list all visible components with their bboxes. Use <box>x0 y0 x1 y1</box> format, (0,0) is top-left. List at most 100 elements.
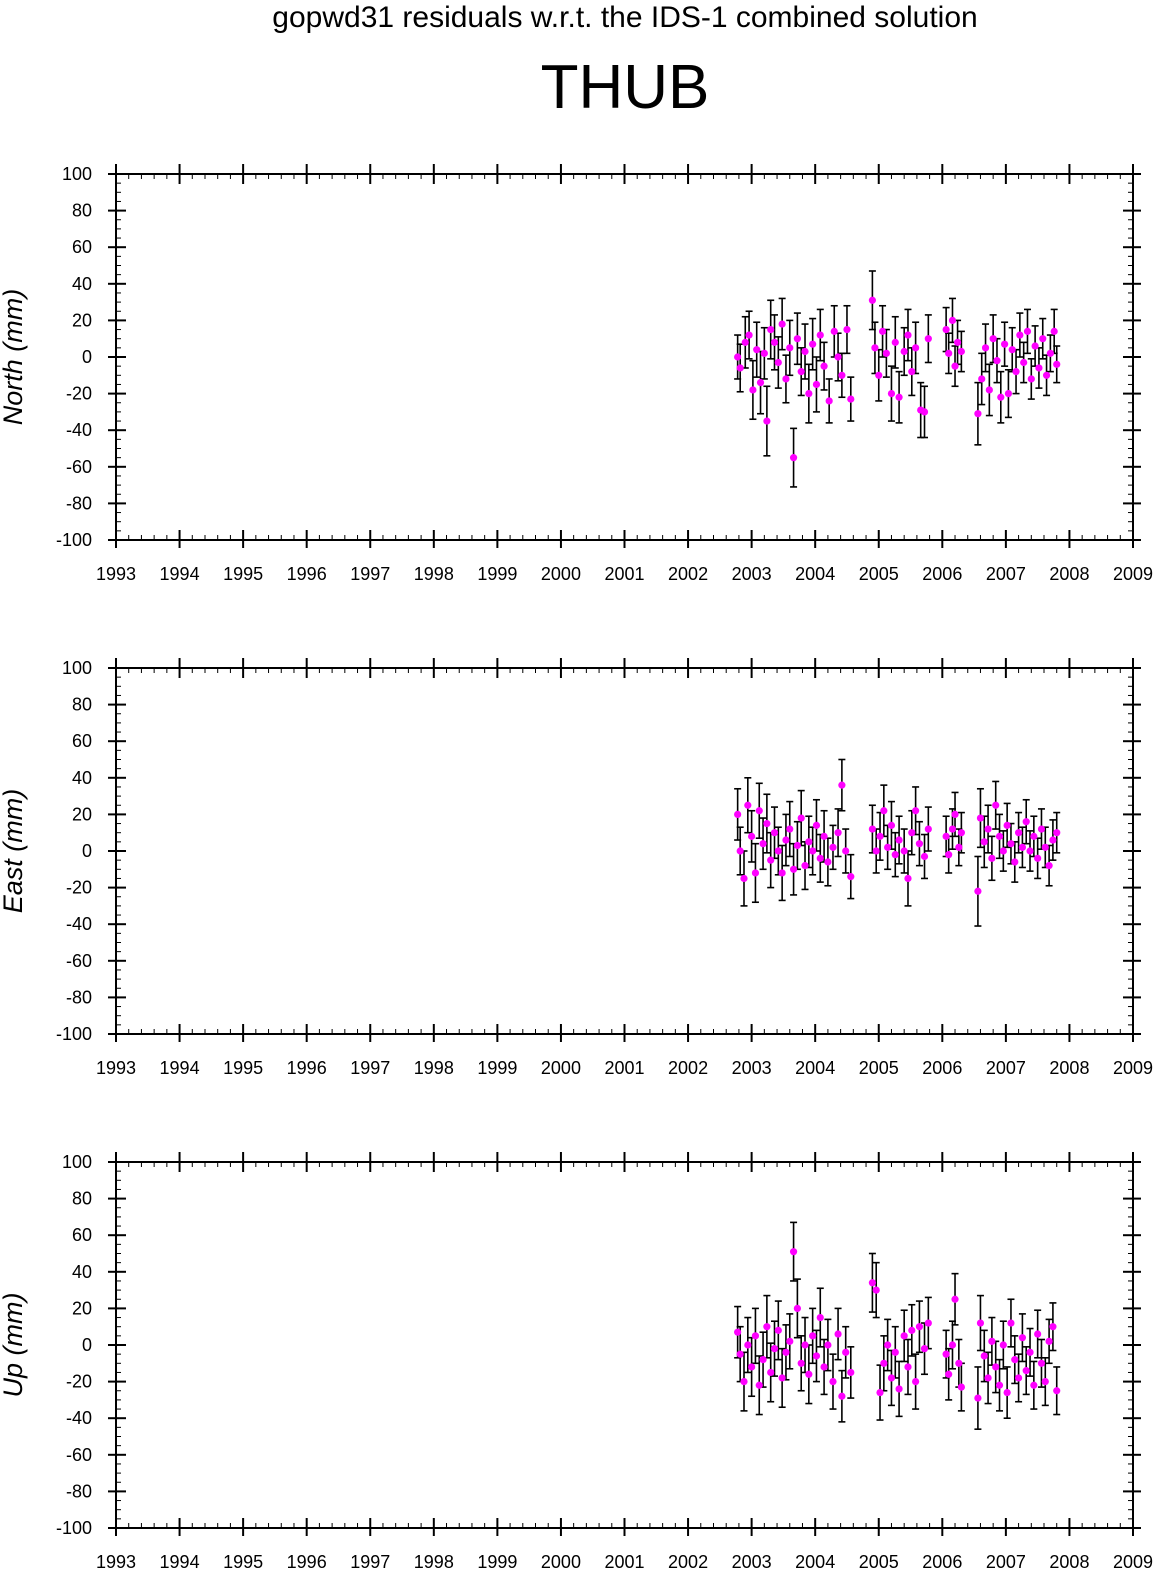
data-point <box>770 338 779 346</box>
data-point <box>753 346 761 354</box>
data-point <box>978 375 986 383</box>
data-point <box>774 1326 782 1334</box>
x-tick-label: 1998 <box>414 1552 454 1572</box>
y-tick-label: 0 <box>82 841 92 861</box>
data-point <box>951 1295 959 1303</box>
x-tick-label: 1995 <box>223 1552 263 1572</box>
data-point <box>989 335 997 343</box>
data-point <box>834 1330 842 1338</box>
data-point <box>957 829 965 837</box>
data-point <box>797 814 805 822</box>
data-point <box>868 825 876 833</box>
data-point <box>829 843 837 851</box>
data-point <box>988 1337 996 1345</box>
data-point <box>1022 1367 1030 1375</box>
data-point <box>908 829 916 837</box>
data-point <box>1034 1330 1042 1338</box>
data-point <box>1049 1323 1057 1331</box>
data-point <box>801 862 809 870</box>
data-point <box>1011 1356 1019 1364</box>
data-point <box>751 1332 760 1340</box>
data-point <box>895 393 903 401</box>
data-point <box>809 340 817 348</box>
data-point <box>1003 1388 1011 1397</box>
data-point <box>1046 349 1054 357</box>
data-point <box>778 320 786 328</box>
data-point <box>1012 368 1020 376</box>
x-tick-label: 1999 <box>477 1058 517 1078</box>
y-tick-label: -100 <box>56 1518 92 1538</box>
y-tick-label: 60 <box>72 731 92 751</box>
x-tick-label: 2009 <box>1113 1058 1153 1078</box>
data-point <box>976 814 985 822</box>
y-tick-label: 60 <box>72 237 92 257</box>
data-point <box>759 840 767 848</box>
data-point <box>895 836 903 844</box>
y-axis-label: East (mm) <box>0 789 28 914</box>
data-point <box>1001 340 1009 348</box>
x-tick-label: 2003 <box>732 1552 772 1572</box>
data-point <box>770 1345 779 1353</box>
data-point <box>942 1350 950 1358</box>
x-tick-label: 1993 <box>96 1552 136 1572</box>
data-point <box>748 1363 756 1371</box>
data-point <box>912 344 920 352</box>
data-point <box>1035 364 1043 372</box>
x-tick-label: 1993 <box>96 1058 136 1078</box>
data-point <box>995 1381 1004 1389</box>
data-point <box>945 349 953 357</box>
x-tick-label: 2001 <box>604 1552 644 1572</box>
data-point <box>957 347 965 356</box>
data-point <box>782 836 790 844</box>
x-tick-label: 2008 <box>1049 1058 1089 1078</box>
x-tick-label: 1997 <box>350 1552 390 1572</box>
data-point <box>774 358 782 367</box>
data-point <box>740 1378 748 1386</box>
x-tick-label: 2001 <box>604 564 644 584</box>
data-point <box>830 327 838 335</box>
data-point <box>1030 832 1038 840</box>
data-point <box>871 344 879 352</box>
data-point <box>1011 858 1019 866</box>
data-point <box>887 821 896 829</box>
data-point <box>1014 1374 1023 1382</box>
y-tick-label: 100 <box>62 658 92 678</box>
data-point <box>1003 821 1011 829</box>
data-point <box>1008 346 1016 354</box>
data-point <box>920 408 929 416</box>
data-point <box>736 1350 744 1358</box>
data-point <box>974 887 982 895</box>
data-point <box>908 1326 916 1334</box>
data-point <box>838 371 846 379</box>
data-point <box>1020 358 1028 367</box>
data-point <box>809 1332 817 1340</box>
data-point <box>789 865 798 873</box>
data-point <box>801 1341 809 1349</box>
y-tick-label: -60 <box>66 951 92 971</box>
x-tick-label: 2000 <box>541 1058 581 1078</box>
data-point <box>1053 1387 1061 1395</box>
data-point <box>945 1370 953 1378</box>
x-tick-label: 2002 <box>668 1552 708 1572</box>
data-point <box>876 1388 884 1397</box>
data-point <box>974 1394 982 1402</box>
x-tick-label: 2000 <box>541 564 581 584</box>
data-point <box>955 1359 963 1367</box>
data-point <box>1023 327 1032 335</box>
data-point <box>942 325 950 334</box>
x-tick-label: 1994 <box>160 564 200 584</box>
data-point <box>988 854 996 862</box>
data-point <box>767 856 775 864</box>
data-point <box>824 1341 832 1349</box>
figure-subtitle: gopwd31 residuals w.r.t. the IDS-1 combi… <box>272 1 977 34</box>
y-tick-label: -60 <box>66 1445 92 1465</box>
data-point <box>756 379 765 387</box>
x-tick-label: 2009 <box>1113 564 1153 584</box>
data-point <box>745 331 753 339</box>
y-tick-label: -80 <box>66 1481 92 1501</box>
y-tick-label: -40 <box>66 914 92 934</box>
data-point <box>875 371 883 379</box>
data-point <box>984 1374 992 1382</box>
x-tick-label: 1994 <box>160 1058 200 1078</box>
data-point <box>1016 331 1024 339</box>
